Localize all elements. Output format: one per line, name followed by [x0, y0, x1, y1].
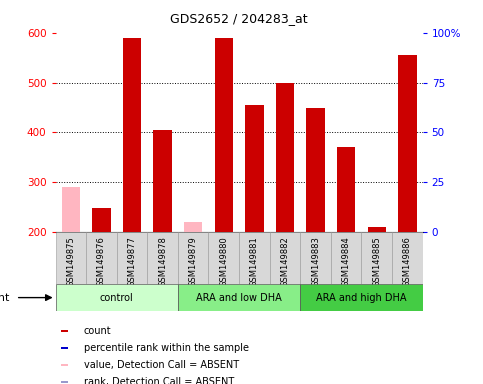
Bar — [61, 347, 69, 349]
Text: GDS2652 / 204283_at: GDS2652 / 204283_at — [170, 12, 308, 25]
Bar — [239, 232, 270, 284]
Text: GSM149886: GSM149886 — [403, 237, 412, 287]
Bar — [61, 364, 69, 366]
Text: ARA and high DHA: ARA and high DHA — [316, 293, 407, 303]
Bar — [361, 232, 392, 284]
Bar — [270, 232, 300, 284]
Bar — [86, 232, 117, 284]
Bar — [368, 227, 386, 232]
Text: GSM149877: GSM149877 — [128, 237, 137, 287]
Bar — [123, 38, 141, 232]
Text: GSM149878: GSM149878 — [158, 237, 167, 287]
Text: GSM149883: GSM149883 — [311, 237, 320, 287]
Text: GSM149881: GSM149881 — [250, 237, 259, 287]
Text: GSM149880: GSM149880 — [219, 237, 228, 287]
Text: GSM149879: GSM149879 — [189, 237, 198, 287]
Text: GSM149884: GSM149884 — [341, 237, 351, 287]
Bar — [61, 381, 69, 383]
Bar — [178, 232, 209, 284]
Bar — [300, 284, 423, 311]
Bar — [61, 330, 69, 331]
Bar — [62, 187, 80, 232]
Bar — [276, 83, 294, 232]
Bar — [92, 209, 111, 232]
Text: control: control — [100, 293, 134, 303]
Bar — [245, 105, 264, 232]
Bar — [56, 232, 86, 284]
Bar — [398, 55, 416, 232]
Text: count: count — [84, 326, 111, 336]
Bar — [117, 232, 147, 284]
Bar — [154, 130, 172, 232]
Bar — [300, 232, 331, 284]
Text: value, Detection Call = ABSENT: value, Detection Call = ABSENT — [84, 360, 239, 370]
Text: GSM149882: GSM149882 — [281, 237, 289, 287]
Text: agent: agent — [0, 293, 10, 303]
Text: GSM149885: GSM149885 — [372, 237, 381, 287]
Text: percentile rank within the sample: percentile rank within the sample — [84, 343, 249, 353]
Bar — [392, 232, 423, 284]
Text: rank, Detection Call = ABSENT: rank, Detection Call = ABSENT — [84, 377, 234, 384]
Bar — [56, 284, 178, 311]
Bar — [306, 108, 325, 232]
Bar — [209, 232, 239, 284]
Bar — [147, 232, 178, 284]
Text: GSM149876: GSM149876 — [97, 237, 106, 287]
Bar — [337, 147, 355, 232]
Text: ARA and low DHA: ARA and low DHA — [196, 293, 282, 303]
Text: GSM149875: GSM149875 — [66, 237, 75, 287]
Bar — [331, 232, 361, 284]
Bar — [178, 284, 300, 311]
Bar — [184, 222, 202, 232]
Bar — [214, 38, 233, 232]
